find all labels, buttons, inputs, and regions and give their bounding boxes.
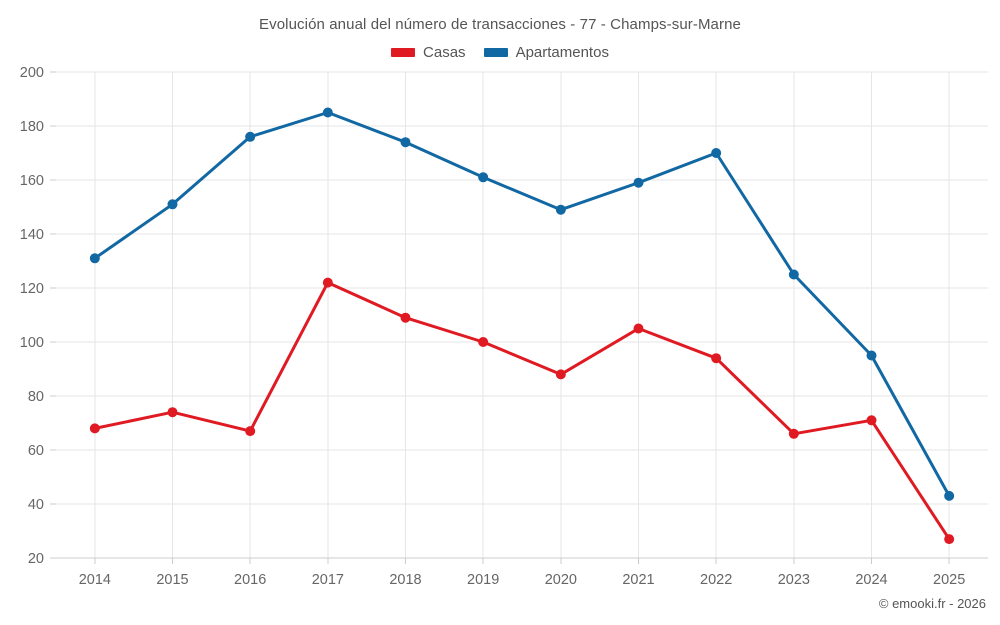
data-point-marker[interactable] <box>478 337 489 347</box>
data-point-marker[interactable] <box>711 148 722 158</box>
data-point-marker[interactable] <box>400 137 411 148</box>
legend-swatch-apartamentos <box>483 48 508 57</box>
data-point-marker[interactable] <box>944 534 955 545</box>
legend-label-casas: Casas <box>423 44 466 61</box>
x-axis-tick-label: 2016 <box>234 572 266 588</box>
y-axis-tick-label: 40 <box>28 497 44 513</box>
data-point-marker[interactable] <box>89 423 100 434</box>
x-axis-tick-label: 2022 <box>700 572 732 588</box>
y-axis-tick-label: 160 <box>20 173 44 189</box>
footer-credit: © emooki.fr - 2026 <box>878 596 986 611</box>
data-point-marker[interactable] <box>866 415 877 426</box>
x-axis-tick-label: 2020 <box>545 572 577 588</box>
x-axis-tick-label: 2021 <box>622 572 654 588</box>
x-axis-tick-label: 2015 <box>156 572 188 588</box>
data-point-marker[interactable] <box>788 428 799 439</box>
x-axis-tick-label: 2018 <box>389 572 421 588</box>
x-axis-tick-label: 2023 <box>778 572 810 588</box>
data-point-marker[interactable] <box>555 204 566 215</box>
y-axis-tick-label: 120 <box>20 281 44 297</box>
legend-swatch-casas <box>391 48 416 57</box>
data-point-marker[interactable] <box>322 277 333 288</box>
y-axis-tick-label: 100 <box>20 335 44 351</box>
x-axis-tick-label: 2024 <box>855 572 887 588</box>
y-axis-tick-label: 180 <box>20 119 44 135</box>
y-axis-tick-label: 200 <box>20 65 44 81</box>
data-point-marker[interactable] <box>711 353 722 364</box>
series-line-casas <box>93 281 951 541</box>
data-point-marker[interactable] <box>322 107 333 118</box>
legend-item-casas[interactable]: Casas <box>391 44 466 61</box>
data-point-marker[interactable] <box>400 312 411 323</box>
data-point-marker[interactable] <box>944 490 955 501</box>
x-axis-tick-label: 2019 <box>467 572 499 588</box>
y-axis-tick-label: 20 <box>28 551 44 567</box>
x-axis-tick-label: 2017 <box>312 572 344 588</box>
data-point-marker[interactable] <box>245 131 256 142</box>
data-point-marker[interactable] <box>89 253 100 264</box>
y-axis-tick-label: 140 <box>20 227 44 243</box>
data-point-marker[interactable] <box>167 199 178 210</box>
x-axis-tick-label: 2014 <box>79 572 111 588</box>
y-axis-tick-label: 80 <box>28 389 44 405</box>
series-line-apartamentos <box>93 111 951 498</box>
legend-item-apartamentos[interactable]: Apartamentos <box>483 44 609 61</box>
data-point-marker[interactable] <box>866 350 877 361</box>
chart-legend: Casas Apartamentos <box>0 44 1000 61</box>
data-point-marker[interactable] <box>788 269 799 280</box>
chart-title: Evolución anual del número de transaccio… <box>259 16 741 33</box>
data-point-marker[interactable] <box>245 426 256 437</box>
legend-label-apartamentos: Apartamentos <box>515 44 609 61</box>
data-point-marker[interactable] <box>478 172 489 183</box>
data-point-marker[interactable] <box>167 407 178 418</box>
data-point-marker[interactable] <box>633 323 644 334</box>
data-point-marker[interactable] <box>555 369 566 380</box>
data-point-marker[interactable] <box>633 177 644 188</box>
y-axis-tick-label: 60 <box>28 443 44 459</box>
x-axis-tick-label: 2025 <box>933 572 965 588</box>
